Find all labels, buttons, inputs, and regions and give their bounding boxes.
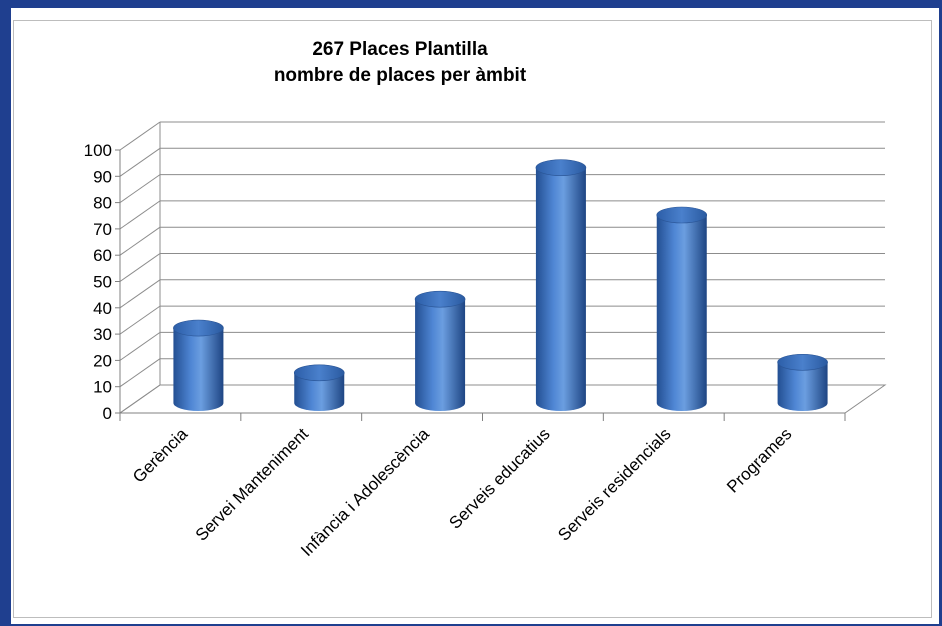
- bar-body-3: [535, 167, 586, 411]
- gridline-side-80: [119, 174, 161, 204]
- x-tick-label-4: Serveis residencials: [554, 424, 674, 544]
- y-tick-label-100: 100: [84, 141, 112, 160]
- y-tick-label-30: 30: [93, 325, 112, 344]
- gridline-side-10: [119, 358, 161, 388]
- x-tick-label-1: Servei Manteniment: [192, 424, 313, 545]
- x-tick-label-2: Infància i Adolescència: [297, 424, 433, 560]
- bar-1: [293, 364, 345, 411]
- gridline-side-60: [119, 226, 161, 256]
- x-tick-label-3: Serveis educatius: [445, 424, 553, 532]
- bar-top-5: [777, 353, 828, 371]
- y-tick-label-50: 50: [93, 273, 112, 292]
- gridline-side-90: [119, 147, 161, 177]
- bar-2: [414, 290, 466, 411]
- bar-3: [535, 159, 587, 411]
- y-tick-label-60: 60: [93, 246, 112, 265]
- bar-body-1: [294, 372, 345, 411]
- bar-body-4: [656, 215, 707, 411]
- bar-top-3: [535, 159, 587, 176]
- gridline-side-100: [119, 121, 161, 151]
- gridline-side-20: [119, 331, 161, 361]
- bar-top-1: [293, 364, 345, 382]
- y-tick-label-10: 10: [93, 378, 112, 397]
- y-tick-label-0: 0: [103, 404, 112, 423]
- axes: [115, 149, 846, 421]
- bars: [173, 159, 828, 411]
- y-tick-label-70: 70: [93, 220, 112, 239]
- bar-top-4: [656, 206, 708, 224]
- bar-0: [173, 319, 224, 411]
- gridline-side-30: [119, 305, 161, 335]
- y-tick-label-40: 40: [93, 299, 112, 318]
- x-tick-label-0: Gerència: [129, 424, 192, 487]
- chart-area: [13, 20, 932, 618]
- grid: [118, 121, 887, 414]
- gridline-side-50: [119, 253, 161, 282]
- gridline-side-70: [119, 200, 161, 230]
- bar-top-2: [414, 290, 466, 308]
- chart-title: 267 Places Plantilla: [312, 39, 488, 60]
- bar-4: [656, 206, 708, 411]
- bar-body-2: [415, 299, 466, 411]
- y-tick-label-80: 80: [93, 194, 112, 213]
- gridline-side-40: [119, 279, 161, 309]
- floor: [118, 384, 887, 414]
- y-tick-label-90: 90: [93, 167, 112, 186]
- bar-5: [777, 353, 828, 411]
- chart-subtitle: nombre de places per àmbit: [273, 65, 527, 86]
- bar-body-5: [777, 362, 828, 411]
- bar-body-0: [173, 328, 224, 411]
- bar-top-0: [173, 319, 224, 337]
- x-tick-label-5: Programes: [723, 424, 795, 496]
- y-tick-label-20: 20: [93, 351, 112, 370]
